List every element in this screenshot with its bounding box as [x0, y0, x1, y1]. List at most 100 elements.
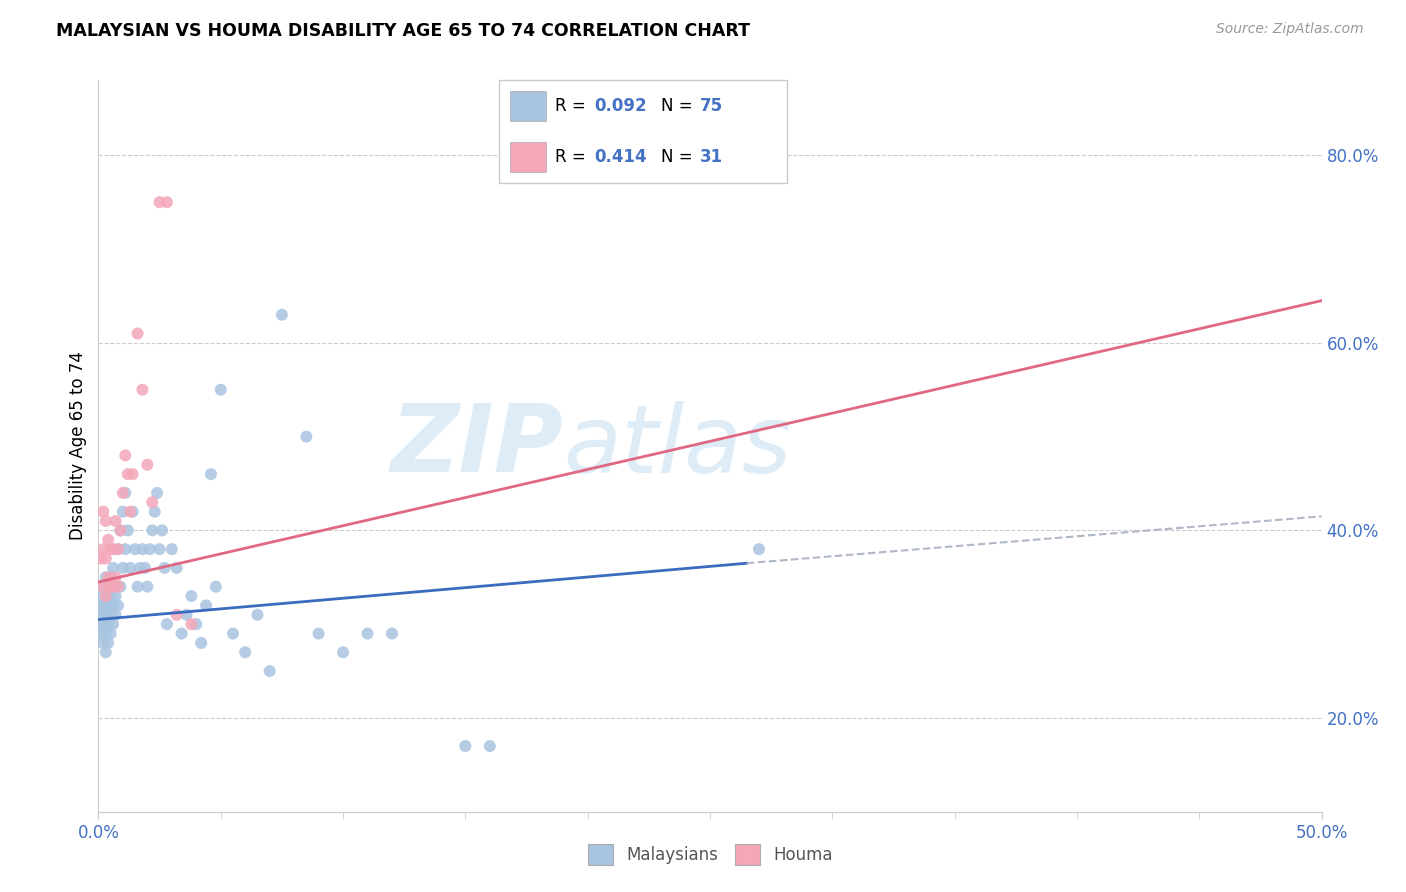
Point	[149, 542, 172, 557]
Point	[107, 542, 129, 557]
Text: MALAYSIAN VS HOUMA DISABILITY AGE 65 TO 74 CORRELATION CHART: MALAYSIAN VS HOUMA DISABILITY AGE 65 TO …	[56, 22, 751, 40]
Point	[100, 607, 122, 622]
Point	[209, 383, 232, 397]
Point	[97, 617, 120, 632]
Point	[156, 195, 179, 210]
Text: Source: ZipAtlas.com: Source: ZipAtlas.com	[1216, 22, 1364, 37]
Point	[94, 551, 117, 566]
Point	[205, 580, 228, 594]
Text: 0.092: 0.092	[595, 97, 647, 115]
Point	[120, 505, 142, 519]
Point	[141, 495, 163, 509]
Point	[200, 467, 222, 482]
Point	[136, 580, 159, 594]
Point	[186, 617, 208, 632]
Point	[195, 599, 218, 613]
Point	[101, 599, 124, 613]
Point	[101, 542, 124, 557]
Point	[308, 626, 330, 640]
Point	[190, 636, 212, 650]
Point	[90, 607, 112, 622]
Point	[153, 561, 176, 575]
Point	[97, 570, 120, 584]
Text: ZIP: ZIP	[391, 400, 564, 492]
Point	[91, 542, 114, 557]
Point	[91, 599, 114, 613]
Point	[94, 570, 117, 584]
Point	[107, 542, 129, 557]
Point	[100, 626, 122, 640]
Point	[97, 636, 120, 650]
Point	[100, 542, 122, 557]
Point	[104, 589, 127, 603]
Point	[176, 607, 198, 622]
Point	[124, 542, 146, 557]
Point	[94, 645, 117, 659]
Point	[180, 589, 202, 603]
Point	[114, 486, 136, 500]
Point	[100, 570, 122, 584]
Point	[246, 607, 269, 622]
Point	[748, 542, 770, 557]
Point	[114, 449, 136, 463]
Point	[94, 514, 117, 528]
Point	[111, 561, 134, 575]
Text: 75: 75	[700, 97, 723, 115]
Point	[150, 524, 173, 538]
Text: R =: R =	[555, 97, 592, 115]
Point	[454, 739, 477, 753]
Point	[381, 626, 404, 640]
Point	[90, 617, 112, 632]
Point	[136, 458, 159, 472]
Point	[149, 195, 172, 210]
Point	[120, 561, 142, 575]
Point	[100, 580, 122, 594]
Point	[117, 467, 139, 482]
Point	[90, 551, 112, 566]
Point	[141, 524, 163, 538]
Point	[94, 607, 117, 622]
Point	[111, 486, 134, 500]
Point	[94, 589, 117, 603]
Point	[121, 505, 143, 519]
Point	[91, 636, 114, 650]
Point	[295, 429, 318, 443]
Text: N =: N =	[661, 97, 697, 115]
Point	[97, 580, 120, 594]
Point	[143, 505, 166, 519]
Text: 0.414: 0.414	[595, 148, 647, 166]
Point	[91, 505, 114, 519]
Point	[90, 626, 112, 640]
Point	[97, 599, 120, 613]
Point	[129, 561, 152, 575]
Point	[166, 561, 188, 575]
Point	[131, 542, 153, 557]
Point	[180, 617, 202, 632]
Legend: Malaysians, Houma: Malaysians, Houma	[579, 836, 841, 873]
Point	[170, 626, 193, 640]
Text: 31: 31	[700, 148, 723, 166]
Point	[270, 308, 294, 322]
Point	[259, 664, 281, 678]
Point	[97, 533, 120, 547]
Point	[139, 542, 162, 557]
Text: R =: R =	[555, 148, 592, 166]
Point	[101, 617, 124, 632]
Point	[233, 645, 256, 659]
Point	[107, 599, 129, 613]
Point	[356, 626, 378, 640]
Point	[107, 580, 129, 594]
Point	[127, 580, 149, 594]
Point	[104, 607, 127, 622]
Point	[156, 617, 179, 632]
Point	[94, 626, 117, 640]
Point	[332, 645, 354, 659]
Point	[100, 589, 122, 603]
Point	[134, 561, 156, 575]
Point	[166, 607, 188, 622]
Point	[104, 570, 127, 584]
Point	[131, 383, 153, 397]
Point	[91, 617, 114, 632]
Text: N =: N =	[661, 148, 697, 166]
Point	[114, 542, 136, 557]
